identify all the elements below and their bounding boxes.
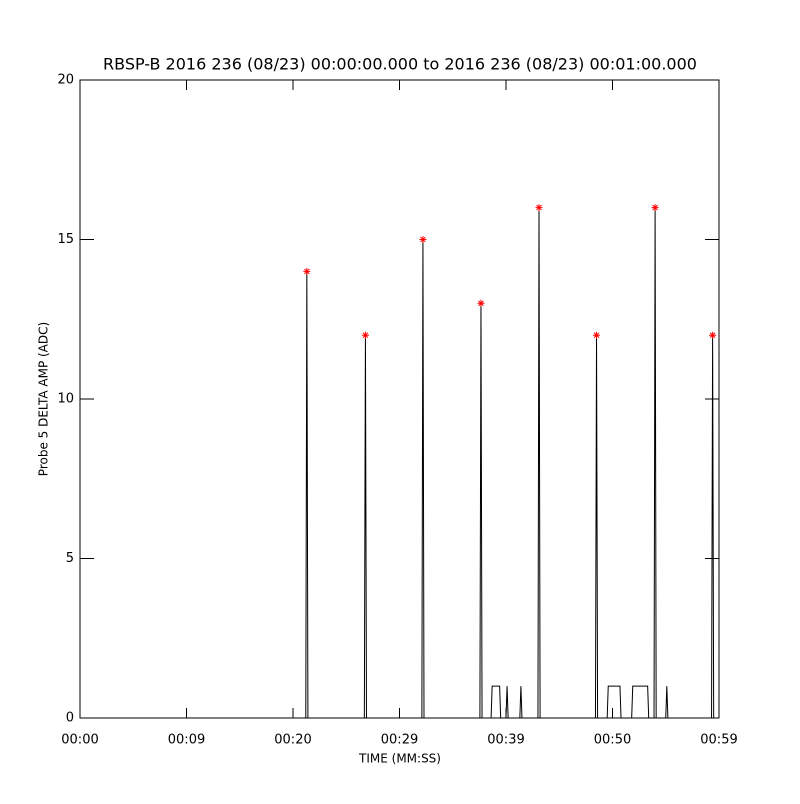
x-tick-label: 00:50 — [594, 733, 631, 748]
y-tick-label: 10 — [57, 392, 74, 407]
peak-marker — [477, 299, 485, 307]
x-tick-label: 00:59 — [700, 733, 737, 748]
y-axis-label: Probe 5 DELTA AMP (ADC) — [37, 322, 51, 476]
chart-title: RBSP-B 2016 236 (08/23) 00:00:00.000 to … — [103, 55, 697, 74]
y-tick-label: 15 — [57, 232, 74, 247]
x-tick-label: 00:00 — [61, 733, 98, 748]
x-tick-label: 00:20 — [274, 733, 311, 748]
peak-marker — [593, 331, 601, 339]
x-tick-label: 00:29 — [381, 733, 418, 748]
peak-marker — [709, 331, 717, 339]
peak-marker — [651, 204, 659, 212]
peak-marker — [419, 236, 427, 243]
peak-marker — [361, 331, 369, 339]
peak-marker — [303, 267, 311, 275]
peak-marker — [535, 204, 543, 212]
x-tick-label: 00:39 — [487, 733, 524, 748]
data-line — [80, 207, 719, 719]
x-axis-label: TIME (MM:SS) — [358, 752, 441, 766]
x-tick-label: 00:09 — [168, 733, 205, 748]
y-tick-label: 20 — [57, 73, 74, 88]
y-tick-label: 5 — [66, 551, 74, 566]
y-tick-label: 0 — [66, 711, 74, 726]
